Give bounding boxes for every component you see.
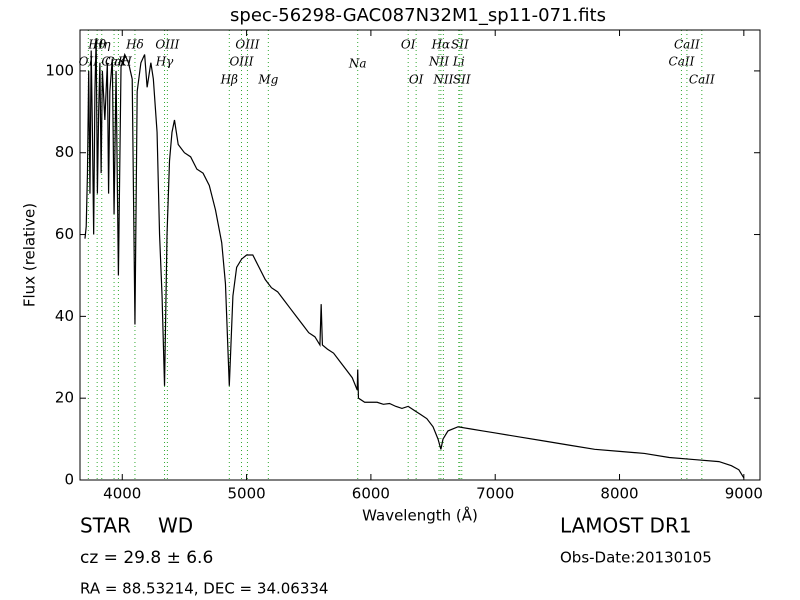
plot-frame [79, 29, 761, 481]
x-tick-label: 8000 [600, 485, 638, 503]
x-axis-label: Wavelength (Å) [362, 506, 478, 525]
line-label: OI [401, 38, 416, 52]
line-label: SII [451, 38, 469, 52]
line-label: OII [79, 55, 99, 69]
spectrum [84, 38, 745, 479]
line-label: CaII [674, 38, 700, 52]
y-tick-label: 20 [55, 389, 74, 407]
line-label: Mg [257, 73, 278, 87]
class: STAR [80, 514, 131, 538]
coords: RA = 88.53214, DEC = 34.06334 [80, 580, 328, 598]
redshift: cz = 29.8 ± 6.6 [80, 548, 213, 568]
subclass: WD [158, 514, 193, 538]
line-label: OIII [155, 38, 179, 52]
line-label: OIII [229, 55, 253, 69]
line-label: Hβ [220, 73, 238, 87]
line-label: Hη [92, 38, 111, 52]
line-label: NII [432, 73, 453, 87]
line-label: CaII [669, 55, 695, 69]
survey: LAMOST DR1 [560, 514, 692, 538]
y-tick-label: 60 [55, 225, 74, 243]
line-label: Hδ [125, 38, 144, 52]
x-tick-label: 6000 [352, 485, 390, 503]
x-tick-label: 5000 [227, 485, 265, 503]
line-label: Hγ [155, 55, 174, 69]
line-label: SII [453, 73, 471, 87]
line-label: Na [348, 57, 367, 71]
line-label: CaII [689, 73, 715, 87]
chart-title: spec-56298-GAC087N32M1_sp11-071.fits [230, 5, 606, 26]
x-tick-label: 7000 [476, 485, 514, 503]
line-label: Hα [431, 38, 451, 52]
y-axis-label: Flux (relative) [21, 203, 39, 307]
line-label: OIII [235, 38, 259, 52]
y-tick-label: 0 [64, 471, 74, 489]
x-tick-label: 9000 [725, 485, 763, 503]
x-tick-label: 4000 [103, 485, 141, 503]
y-tick-label: 80 [55, 143, 74, 161]
line-label: Li [452, 55, 465, 69]
line-label: OI [409, 73, 424, 87]
line-label: Hθ [87, 38, 106, 52]
line-label: NII [428, 55, 449, 69]
y-tick-label: 100 [45, 61, 74, 79]
obs-date: Obs-Date:20130105 [560, 549, 712, 567]
y-tick-label: 40 [55, 307, 74, 325]
